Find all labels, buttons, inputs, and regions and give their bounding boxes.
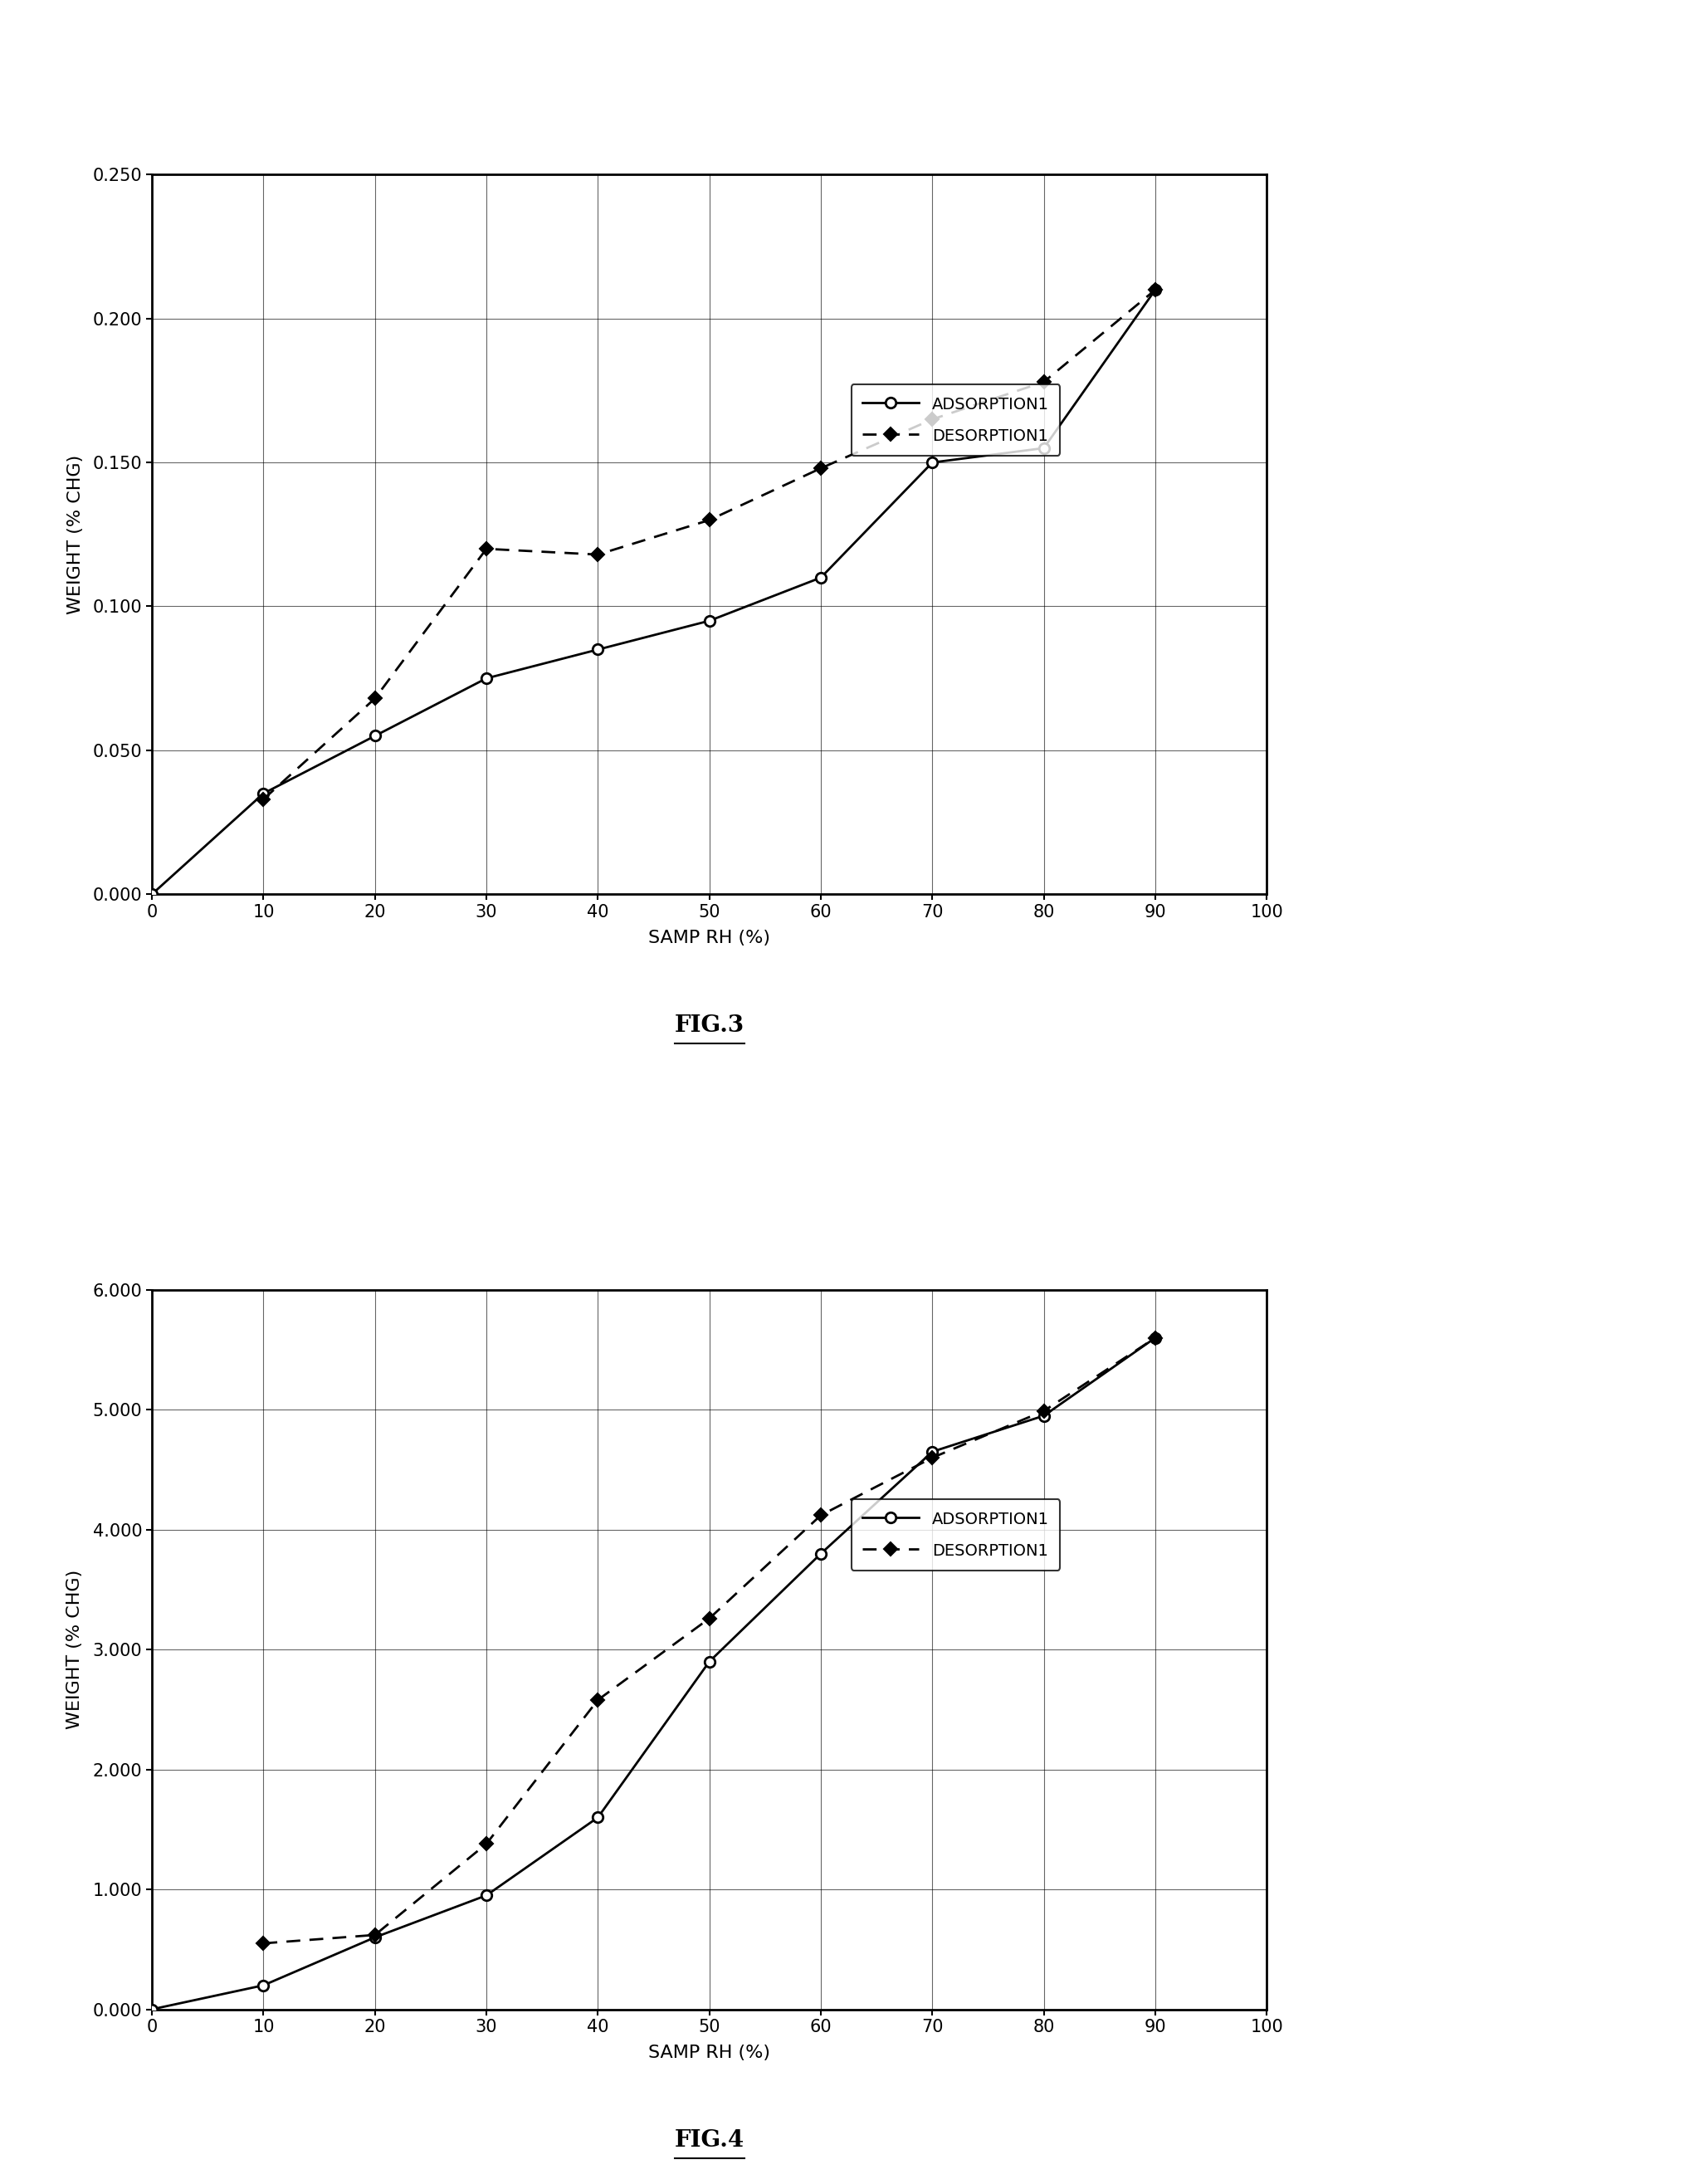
ADSORPTION1: [588, 1804, 608, 1830]
Line: DESORPTION1: DESORPTION1: [258, 1332, 1160, 1948]
Text: FIG.3: FIG.3: [674, 1013, 745, 1037]
DESORPTION1: [588, 542, 608, 568]
ADSORPTION1: [699, 1649, 720, 1675]
X-axis label: SAMP RH (%): SAMP RH (%): [649, 930, 770, 946]
ADSORPTION1: [476, 666, 497, 692]
DESORPTION1: [699, 507, 720, 533]
ADSORPTION1: [253, 1972, 274, 1998]
DESORPTION1: [922, 1444, 942, 1470]
DESORPTION1: [365, 686, 385, 712]
DESORPTION1: [1034, 369, 1054, 395]
Legend: ADSORPTION1, DESORPTION1: ADSORPTION1, DESORPTION1: [851, 1500, 1061, 1570]
Y-axis label: WEIGHT (% CHG): WEIGHT (% CHG): [68, 454, 83, 614]
ADSORPTION1: [142, 1996, 162, 2022]
Text: FIG.4: FIG.4: [674, 2129, 745, 2151]
ADSORPTION1: [922, 1439, 942, 1465]
ADSORPTION1: [811, 1540, 831, 1566]
DESORPTION1: [922, 406, 942, 432]
DESORPTION1: [699, 1605, 720, 1631]
DESORPTION1: [811, 454, 831, 480]
DESORPTION1: [1034, 1398, 1054, 1424]
ADSORPTION1: [142, 880, 162, 906]
Legend: ADSORPTION1, DESORPTION1: ADSORPTION1, DESORPTION1: [851, 384, 1061, 456]
DESORPTION1: [811, 1503, 831, 1529]
ADSORPTION1: [365, 723, 385, 749]
DESORPTION1: [1145, 277, 1165, 304]
DESORPTION1: [253, 786, 274, 812]
DESORPTION1: [1145, 1326, 1165, 1352]
ADSORPTION1: [699, 607, 720, 633]
ADSORPTION1: [1034, 1402, 1054, 1428]
DESORPTION1: [476, 1830, 497, 1856]
ADSORPTION1: [588, 636, 608, 662]
ADSORPTION1: [476, 1883, 497, 1909]
DESORPTION1: [365, 1922, 385, 1948]
Line: DESORPTION1: DESORPTION1: [258, 286, 1160, 804]
ADSORPTION1: [365, 1924, 385, 1950]
ADSORPTION1: [1145, 277, 1165, 304]
DESORPTION1: [476, 535, 497, 561]
DESORPTION1: [253, 1931, 274, 1957]
DESORPTION1: [588, 1686, 608, 1712]
X-axis label: SAMP RH (%): SAMP RH (%): [649, 2044, 770, 2062]
Y-axis label: WEIGHT (% CHG): WEIGHT (% CHG): [68, 1570, 83, 1730]
Line: ADSORPTION1: ADSORPTION1: [147, 284, 1160, 900]
ADSORPTION1: [1034, 435, 1054, 461]
ADSORPTION1: [1145, 1326, 1165, 1352]
ADSORPTION1: [811, 563, 831, 590]
ADSORPTION1: [253, 780, 274, 806]
Line: ADSORPTION1: ADSORPTION1: [147, 1332, 1160, 2014]
ADSORPTION1: [922, 450, 942, 476]
